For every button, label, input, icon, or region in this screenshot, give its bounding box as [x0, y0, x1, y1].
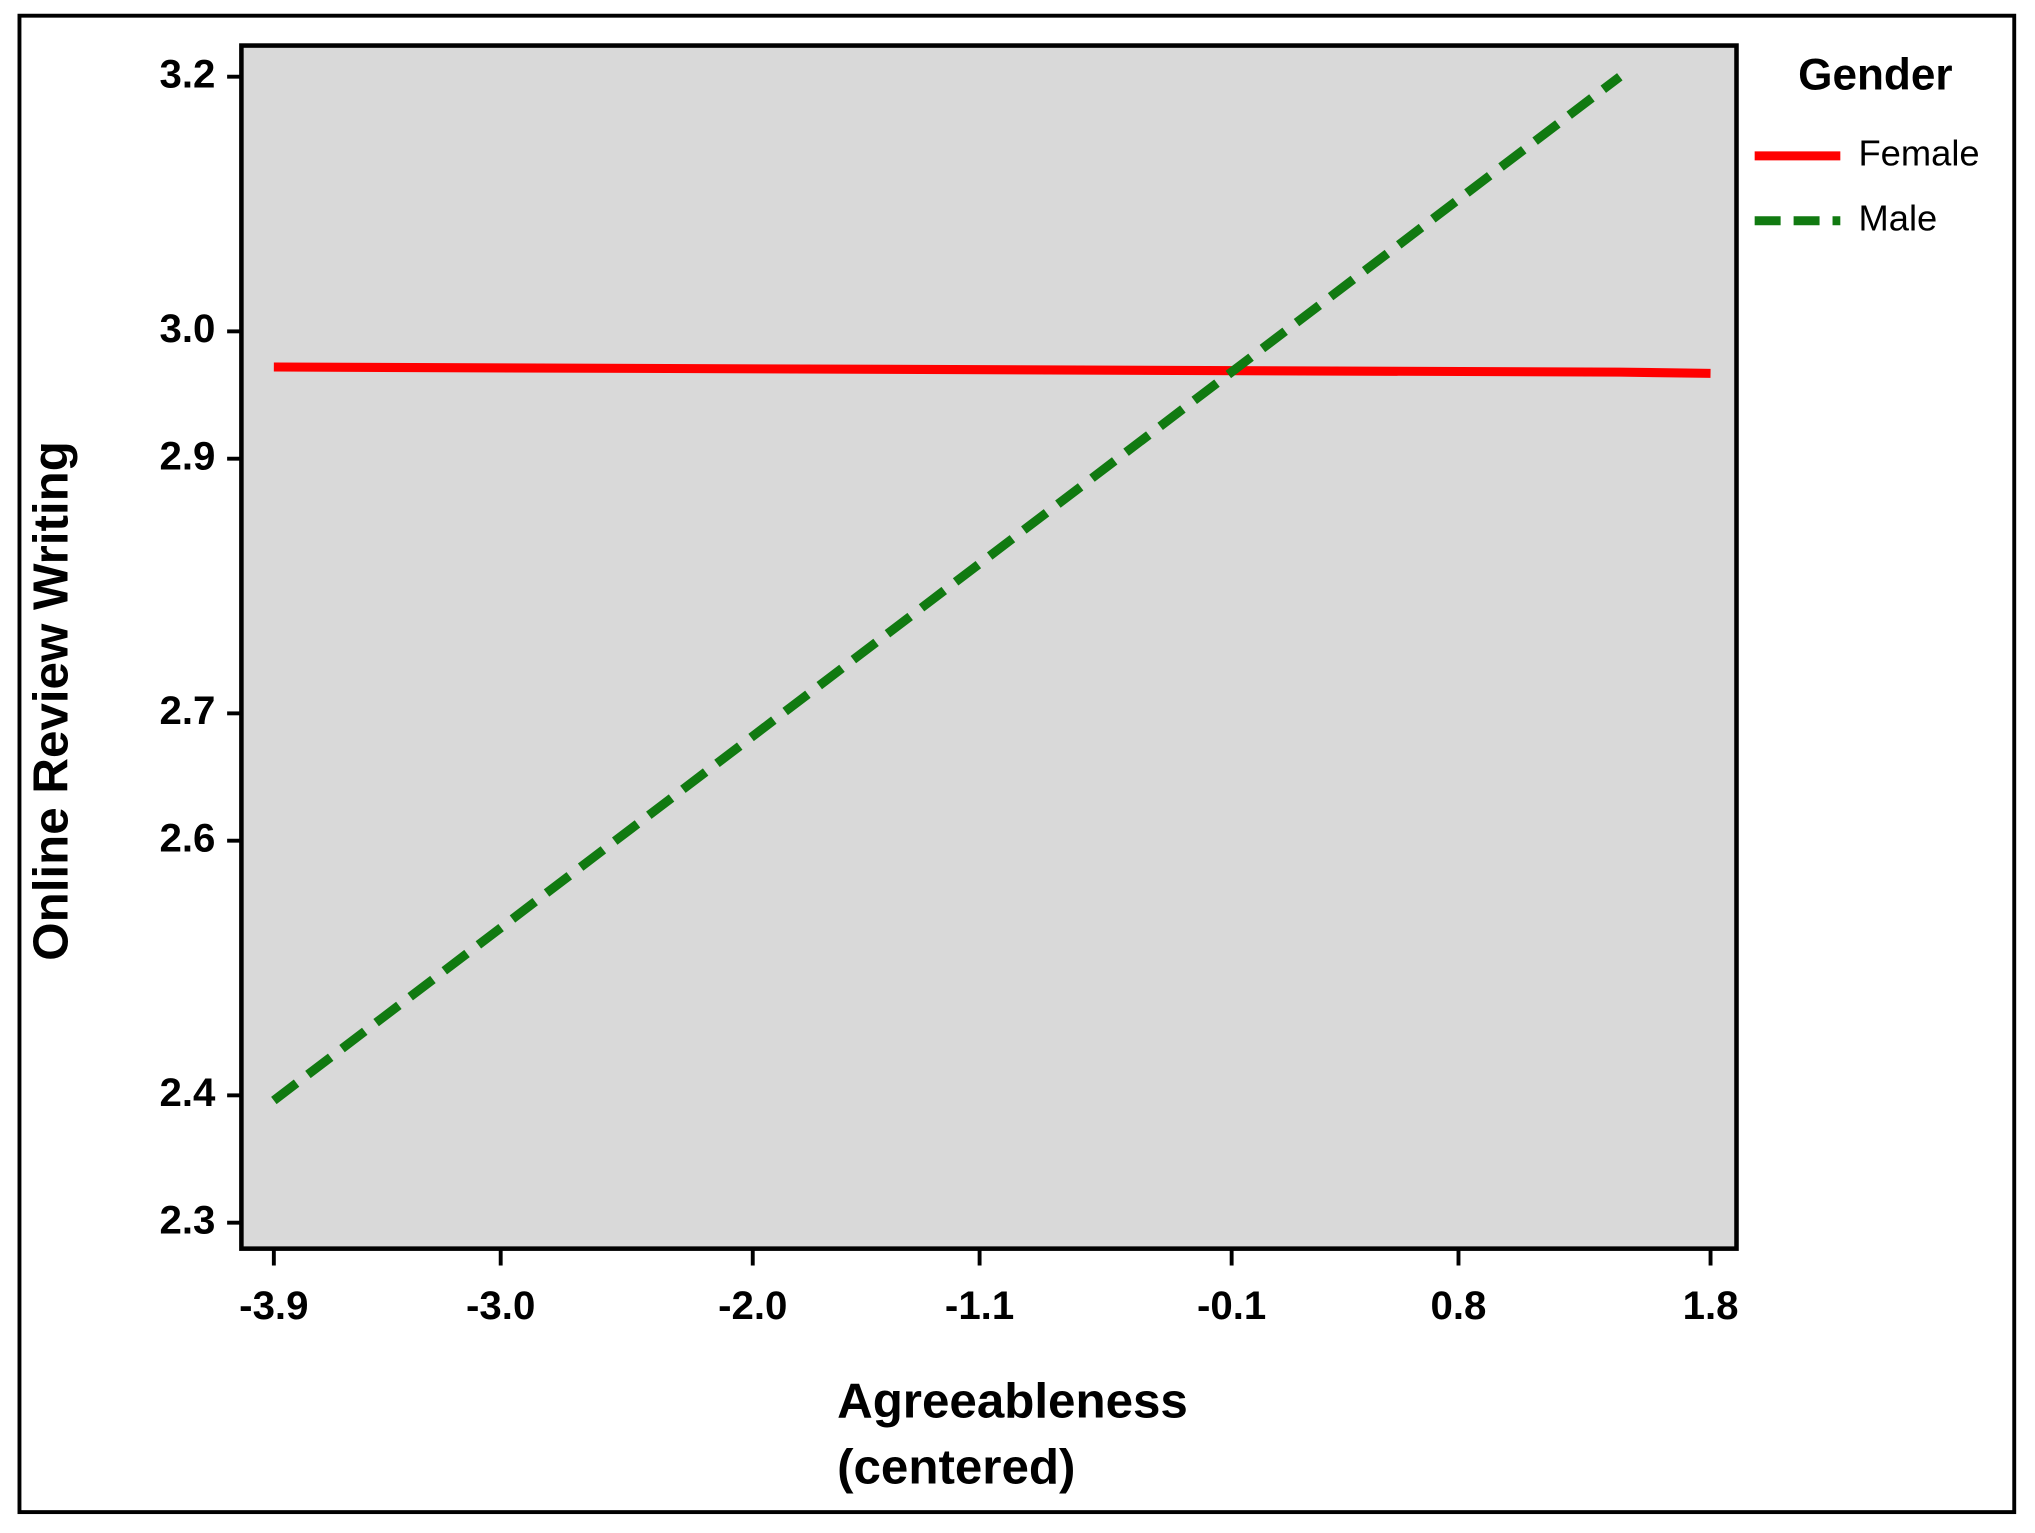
legend-label: Female [1858, 132, 1979, 173]
y-tick-label: 2.3 [160, 1197, 216, 1242]
series-line [271, 73, 1623, 1105]
x-tick-label: -1.1 [945, 1283, 1014, 1328]
x-tick-label: 1.8 [1683, 1283, 1739, 1328]
plot-area [239, 43, 1739, 1251]
legend-title: Gender [1798, 51, 1952, 100]
x-tick-label: -0.1 [1197, 1283, 1266, 1328]
x-axis-label: (centered) [837, 1440, 1075, 1495]
y-axis-label: Online Review Writing [24, 441, 79, 961]
y-tick-label: 2.6 [160, 815, 216, 860]
y-tick-label: 2.9 [160, 433, 216, 478]
y-tick-label: 2.7 [160, 688, 216, 733]
x-tick-label: -3.9 [239, 1283, 308, 1328]
x-tick-label: -3.0 [466, 1283, 535, 1328]
y-tick-label: 3.2 [160, 51, 216, 96]
y-tick-label: 3.0 [160, 306, 216, 351]
x-tick-label: -2.0 [718, 1283, 787, 1328]
x-tick-label: 0.8 [1431, 1283, 1487, 1328]
y-tick-label: 2.4 [160, 1070, 217, 1115]
series-line [273, 362, 1711, 378]
x-axis-label: Agreeableness [837, 1373, 1188, 1428]
legend-label: Male [1858, 197, 1937, 238]
